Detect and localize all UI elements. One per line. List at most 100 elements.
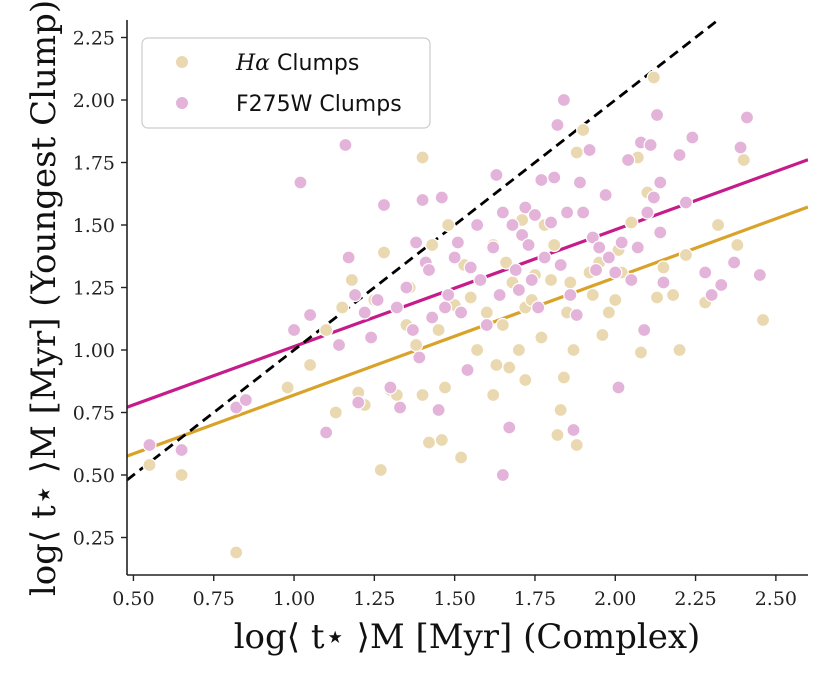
halpha-point [373,462,388,478]
halpha-point [453,450,469,465]
x-tick-label: 2.25 [674,588,716,610]
halpha-point [566,342,581,358]
f275w-point [495,467,510,483]
legend-frame [141,37,431,129]
halpha-point [624,215,639,230]
f275w-point [392,400,408,415]
halpha-point [649,290,665,305]
f275w-point [492,287,507,303]
f275w-point [637,322,652,338]
f275w-point [598,187,613,203]
legend-label-halpha: Hα Clumps [235,51,359,76]
y-tick-label: 0.25 [73,528,115,550]
f275w-point [704,287,719,303]
f275w-point [370,292,385,308]
f275w-point [714,277,729,293]
halpha-point [415,387,430,403]
f275w-point [608,265,623,280]
halpha-point [534,330,549,345]
f275w-point [434,190,449,205]
legend: Hα Clumps F275W Clumps [141,37,431,129]
f275w-point [229,400,244,415]
halpha-point [656,260,671,275]
f275w-point [364,330,379,345]
halpha-point [511,342,526,358]
y-tick-label: 0.75 [73,403,115,425]
halpha-point [441,217,456,233]
y-tick-label: 2.00 [73,90,115,112]
f275w-point [389,300,404,315]
halpha-point [495,317,510,333]
f275w-point [563,287,578,303]
f275w-point [559,205,575,220]
f275w-point [534,172,549,188]
f275w-point [495,205,510,220]
x-tick-label: 2.00 [594,588,636,610]
y-tick-label: 1.25 [73,278,115,300]
halpha-point [563,275,578,290]
f275w-point [473,272,488,288]
f275w-point [739,110,755,125]
halpha-point [328,405,343,420]
f275w-point [425,310,440,325]
f275w-point [412,350,427,365]
halpha-point [633,345,649,360]
f275w-point [437,300,453,315]
f275w-point [479,317,494,333]
f275w-point [643,137,658,153]
halpha-point [672,342,687,358]
f275w-point [550,117,565,133]
halpha-point [553,402,568,418]
halpha-point [319,322,334,338]
f275w-point [649,107,665,123]
x-tick-label: 1.00 [273,588,315,610]
halpha-point [665,287,681,303]
halpha-point [470,342,485,358]
f275w-point [588,262,604,278]
halpha-point [174,467,189,483]
f275w-point [685,130,700,145]
halpha-point [518,372,533,388]
x-tick-label: 1.25 [353,588,395,610]
halpha-point [409,337,424,353]
f275w-point [569,307,584,323]
f275w-point [614,235,629,250]
halpha-point [302,357,318,373]
f275w-point [174,442,189,458]
f275w-point [518,200,533,215]
f275w-point [357,305,372,320]
halpha-point [437,380,453,395]
halpha-point [344,272,359,288]
halpha-point [335,300,350,315]
f275w-point [463,260,478,275]
legend-marker-halpha [175,55,189,69]
f275w-point [582,142,597,158]
f275w-point [405,322,420,338]
halpha-point [421,435,437,450]
f275w-point [338,137,353,153]
f275w-point [527,207,543,223]
points-layer [142,70,771,560]
halpha-point [415,150,430,165]
f275w-point [331,337,347,353]
f275w-point [537,250,552,265]
f275w-point [521,237,536,253]
x-tick-label: 2.50 [755,588,797,610]
halpha-point [550,427,565,443]
x-ticks: 0.50 0.75 1.00 1.25 1.50 1.75 2.00 2.25 2.50 [112,575,797,610]
f275w-point [376,197,392,213]
f275w-point [727,255,742,270]
halpha-point [569,437,584,453]
x-tick-label: 0.75 [193,588,235,610]
f275w-point [421,262,437,278]
halpha-point [576,122,591,138]
x-tick-label: 1.50 [433,588,475,610]
y-tick-label: 0.50 [73,465,115,487]
f275w-point [511,282,526,298]
halpha-point [556,370,571,385]
f275w-point [566,422,581,438]
halpha-point [736,152,751,168]
f275w-point [431,402,446,418]
f275w-point [556,92,571,108]
